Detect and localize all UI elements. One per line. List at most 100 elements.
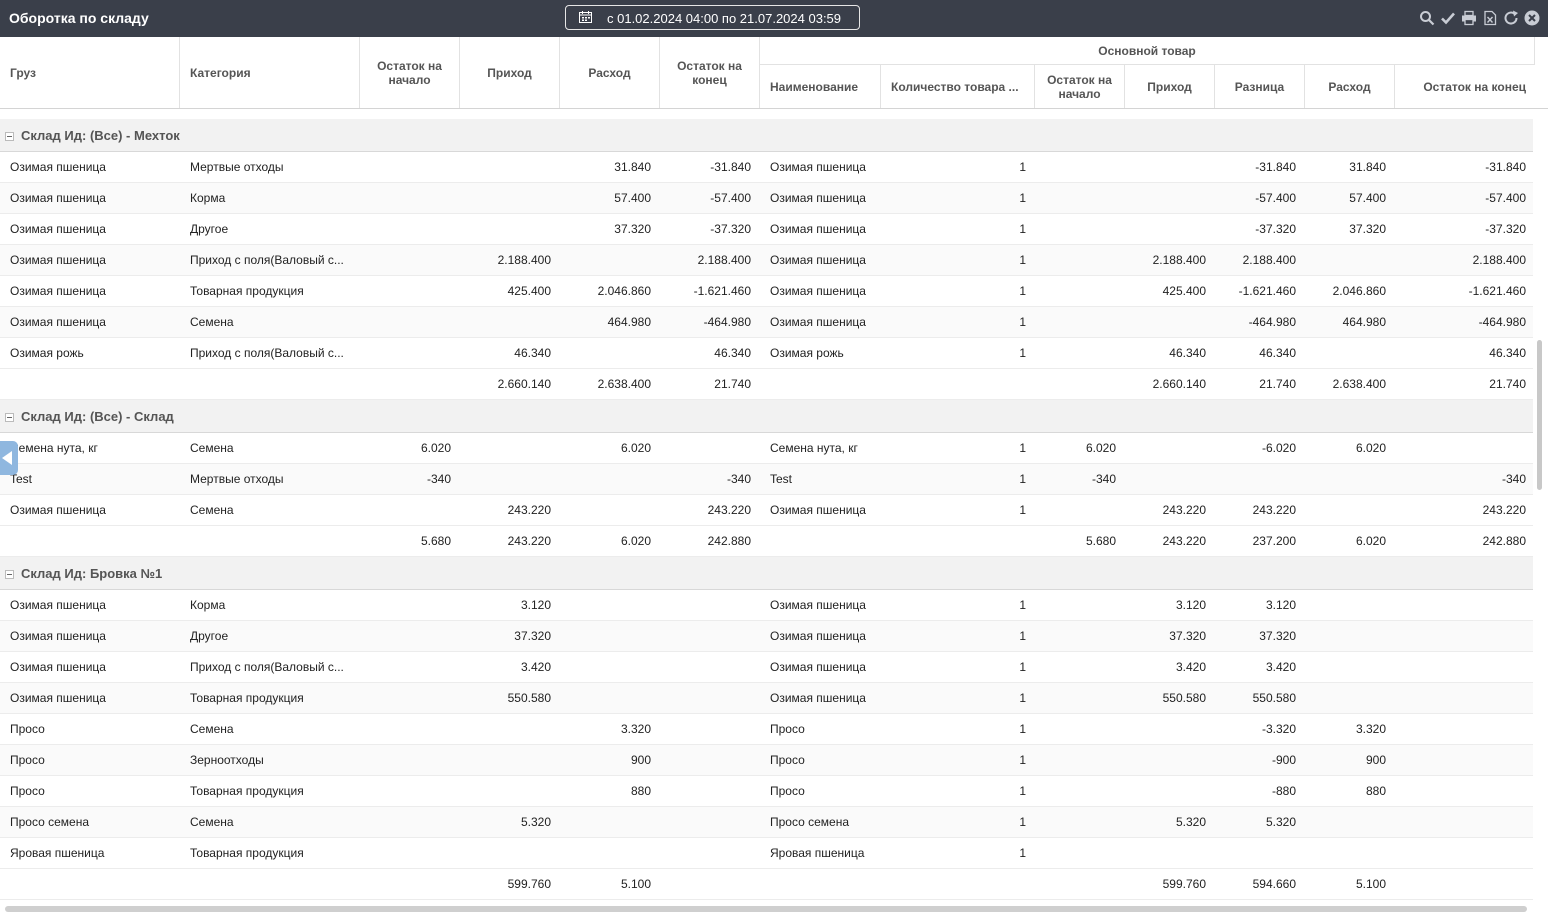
cell-income: 243.220 (507, 503, 551, 517)
check-icon[interactable] (1440, 10, 1456, 26)
cell-main-name: Test (770, 472, 793, 486)
cell-expense (560, 807, 660, 837)
search-icon[interactable] (1419, 10, 1435, 26)
collapse-icon[interactable] (5, 570, 14, 579)
group-total-row[interactable]: 599.760 5.100 599.760 594.660 5.100 (0, 869, 1533, 900)
table-header: Груз Категория Остаток на начало Приход … (0, 37, 1548, 109)
cell-end-balance: 46.340 (714, 346, 751, 360)
table-row[interactable]: Озимая пшеница Приход с поля(Валовый с...… (0, 245, 1533, 276)
group-row[interactable]: Склад Ид: Бровка №1 (0, 557, 1533, 590)
cell-main-name: Озимая пшеница (770, 660, 866, 674)
cell-expense (560, 495, 660, 525)
table-row[interactable]: Просо Товарная продукция 880 Просо 1 -880 880 (0, 776, 1533, 807)
table-row[interactable]: Озимая пшеница Корма 3.120 Озимая пшеница 1 3… (0, 590, 1533, 621)
group-row[interactable]: Склад Ид: (Все) - Склад (0, 400, 1533, 433)
table-row[interactable]: Озимая пшеница Корма 57.400 -57.400 Озимая п… (0, 183, 1533, 214)
side-panel-toggle[interactable] (0, 441, 18, 475)
cell-end-balance (660, 652, 760, 682)
table-row[interactable]: Озимая пшеница Другое 37.320 Озимая пшеница… (0, 621, 1533, 652)
excel-export-icon[interactable] (1482, 10, 1498, 26)
table-row[interactable]: Просо семена Семена 5.320 Просо семена 1 5.32… (0, 807, 1533, 838)
cell-main-end-balance (1395, 714, 1534, 744)
table-row[interactable]: Озимая пшеница Приход с поля(Валовый с...… (0, 652, 1533, 683)
column-header-main-expense[interactable]: Расход (1305, 65, 1395, 108)
group-total-row[interactable]: 2.660.140 2.638.400 21.740 2.660.140 21.740 2… (0, 369, 1533, 400)
cell-main-expense: 6.020 (1355, 534, 1386, 548)
cell-cargo: Просо (10, 784, 45, 798)
cell-main-expense (1305, 464, 1395, 494)
collapse-icon[interactable] (5, 132, 14, 141)
cell-main-end-balance: 21.740 (1489, 377, 1526, 391)
toolbar (1419, 10, 1540, 28)
cell-main-qty: 1 (1019, 441, 1026, 455)
cell-income: 46.340 (514, 346, 551, 360)
cell-category: Семена (190, 815, 234, 829)
cell-start-balance (360, 869, 460, 899)
vertical-scrollbar[interactable] (1537, 340, 1542, 490)
cell-main-qty: 1 (1019, 160, 1026, 174)
column-header-main-name[interactable]: Наименование (760, 65, 881, 108)
cell-category: Корма (190, 598, 226, 612)
cell-main-diff: 594.660 (1252, 877, 1296, 891)
cell-end-balance: -31.840 (710, 160, 751, 174)
cell-main-end-balance: 46.340 (1489, 346, 1526, 360)
title-bar: Оборотка по складу с 01.02.2024 04:00 по… (0, 0, 1548, 37)
column-header-end-balance[interactable]: Остаток на конец (660, 37, 760, 108)
group-total-row[interactable]: 5.680 243.220 6.020 242.880 5.680 243.220 237.… (0, 526, 1533, 557)
column-header-cargo[interactable]: Груз (0, 37, 180, 108)
cell-main-end-balance (1395, 745, 1534, 775)
table-row[interactable]: Озимая пшеница Другое 37.320 -37.320 Озимая … (0, 214, 1533, 245)
cell-expense (560, 652, 660, 682)
column-header-main-income[interactable]: Приход (1125, 65, 1215, 108)
cell-main-start-balance: 6.020 (1085, 441, 1116, 455)
table-row[interactable]: Озимая пшеница Семена 464.980 -464.980 Озима… (0, 307, 1533, 338)
column-header-start-balance[interactable]: Остаток на начало (360, 37, 460, 108)
refresh-icon[interactable] (1503, 10, 1519, 26)
column-header-main-qty[interactable]: Количество товара ... (881, 65, 1035, 108)
window-title: Оборотка по складу (9, 10, 149, 26)
cell-start-balance (360, 369, 460, 399)
cell-main-name: Озимая пшеница (770, 284, 866, 298)
column-header-expense[interactable]: Расход (560, 37, 660, 108)
cell-main-end-balance: -31.840 (1485, 160, 1526, 174)
cell-main-income: 2.660.140 (1152, 377, 1206, 391)
column-header-main-start-balance[interactable]: Остаток на начало (1035, 65, 1125, 108)
table-row[interactable]: Test Мертвые отходы -340 -340 Test 1 -340 -340 (0, 464, 1533, 495)
column-header-main-diff[interactable]: Разница (1215, 65, 1305, 108)
table-row[interactable]: Озимая рожь Приход с поля(Валовый с... 46.… (0, 338, 1533, 369)
cell-main-diff: 21.740 (1259, 377, 1296, 391)
cell-start-balance (360, 338, 460, 368)
table-row[interactable]: Озимая пшеница Товарная продукция 425.400 2… (0, 276, 1533, 307)
table-row[interactable]: Озимая пшеница Семена 243.220 243.220 Озимая… (0, 495, 1533, 526)
date-range-picker[interactable]: с 01.02.2024 04:00 по 21.07.2024 03:59 (565, 5, 860, 30)
collapse-icon[interactable] (5, 413, 14, 422)
cell-main-qty: 1 (1019, 253, 1026, 267)
cell-main-start-balance (1035, 621, 1125, 651)
cell-start-balance: 6.020 (420, 441, 451, 455)
cell-main-end-balance (1395, 869, 1534, 899)
cell-main-diff: 46.340 (1259, 346, 1296, 360)
table-row[interactable]: Озимая пшеница Мертвые отходы 31.840 -31.84… (0, 152, 1533, 183)
cell-main-qty: 1 (1019, 815, 1026, 829)
column-header-main-end-balance[interactable]: Остаток на конец (1423, 79, 1526, 94)
cell-main-end-balance (1395, 433, 1534, 463)
table-row[interactable]: Семена нута, кг Семена 6.020 6.020 Семена ну… (0, 433, 1533, 464)
column-header-category[interactable]: Категория (180, 37, 360, 108)
cell-main-diff: 3.420 (1265, 660, 1296, 674)
cell-main-qty: 1 (1019, 722, 1026, 736)
close-icon[interactable] (1524, 10, 1540, 26)
cell-main-qty: 1 (1019, 315, 1026, 329)
table-row[interactable]: Яровая пшеница Товарная продукция Яровая п… (0, 838, 1533, 869)
column-header-income[interactable]: Приход (460, 37, 560, 108)
horizontal-scrollbar[interactable] (5, 906, 1527, 912)
cell-expense: 2.046.860 (597, 284, 651, 298)
cell-main-diff: -6.020 (1261, 441, 1296, 455)
table-row[interactable]: Озимая пшеница Товарная продукция 550.580 О… (0, 683, 1533, 714)
table-row[interactable]: Просо Зерноотходы 900 Просо 1 -900 900 (0, 745, 1533, 776)
table-row[interactable]: Просо Семена 3.320 Просо 1 -3.320 3.320 (0, 714, 1533, 745)
cell-category: Семена (190, 722, 234, 736)
cell-expense: 37.320 (614, 222, 651, 236)
print-icon[interactable] (1461, 10, 1477, 26)
group-row[interactable]: Склад Ид: (Все) - Мехток (0, 119, 1533, 152)
cell-cargo: Просо семена (10, 815, 90, 829)
